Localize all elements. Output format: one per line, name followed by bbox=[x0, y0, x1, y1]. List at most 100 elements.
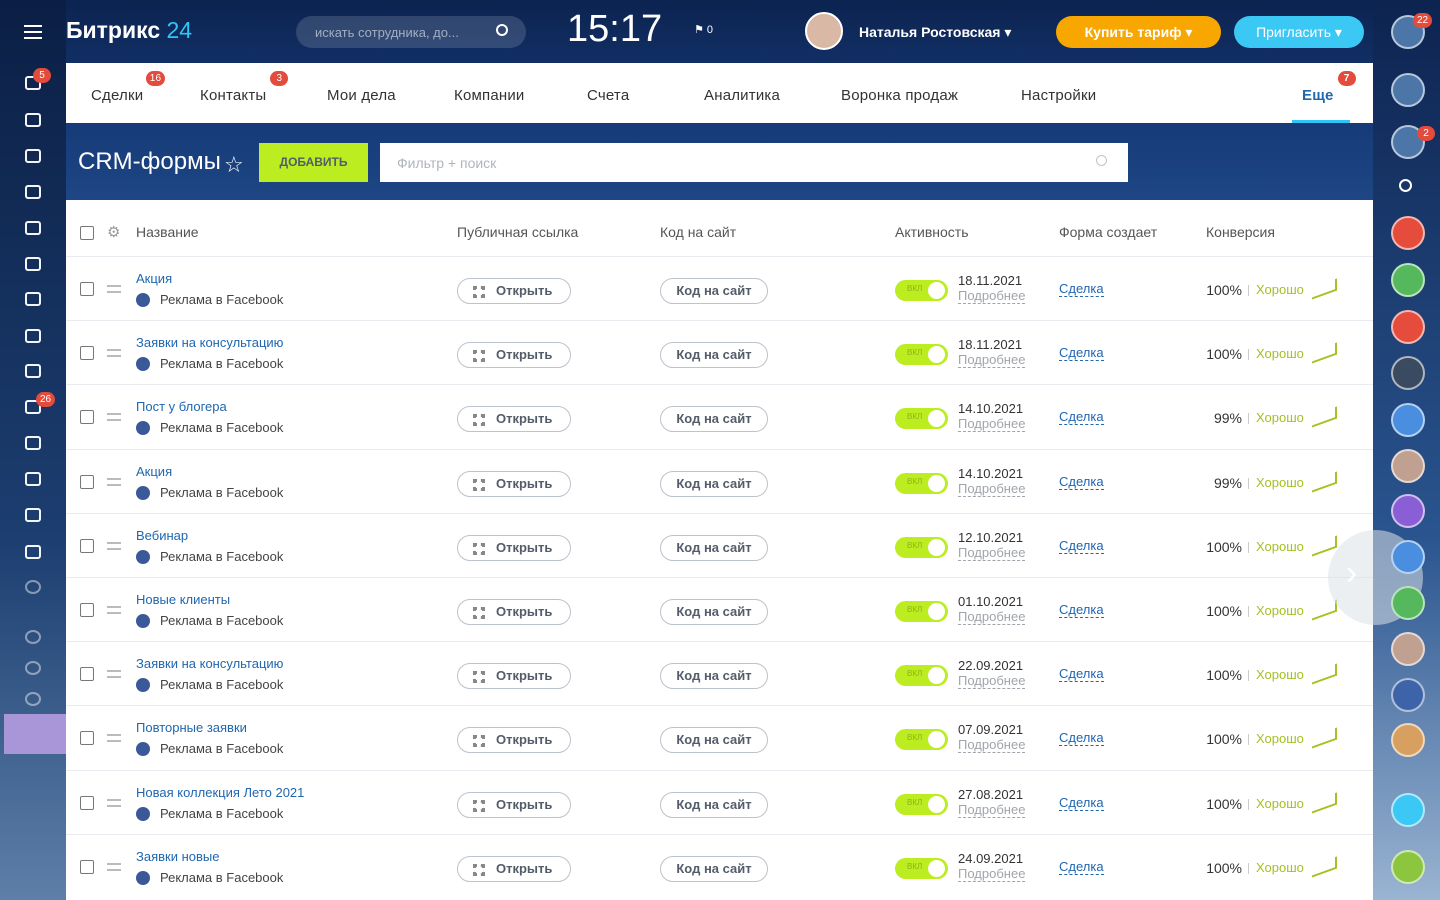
creates-link[interactable]: Сделка bbox=[1059, 730, 1104, 747]
form-name[interactable]: Заявки на консультацию bbox=[136, 335, 284, 351]
open-button[interactable]: Открыть bbox=[457, 278, 571, 304]
flag[interactable]: ⚑ 0 bbox=[694, 24, 714, 36]
activity-toggle[interactable]: вкл bbox=[895, 472, 948, 494]
form-name[interactable]: Новая коллекция Лето 2021 bbox=[136, 784, 305, 800]
right-sidebar-item[interactable] bbox=[1391, 793, 1425, 827]
avatar[interactable] bbox=[805, 12, 843, 50]
add-button[interactable]: ДОБАВИТЬ bbox=[259, 143, 368, 182]
filter-box[interactable]: Фильтр + поиск bbox=[380, 143, 1128, 182]
sidebar-icon[interactable] bbox=[25, 364, 41, 378]
row-checkbox[interactable] bbox=[80, 410, 94, 425]
sidebar-icon[interactable] bbox=[25, 508, 41, 522]
right-sidebar-item[interactable] bbox=[1391, 678, 1425, 712]
right-sidebar-item[interactable] bbox=[1391, 723, 1425, 757]
drag-handle[interactable] bbox=[107, 734, 121, 743]
sidebar-icon[interactable] bbox=[25, 400, 41, 414]
right-sidebar-item[interactable] bbox=[1391, 403, 1425, 437]
sidebar-icon[interactable] bbox=[25, 436, 41, 450]
form-name[interactable]: Повторные заявки bbox=[136, 720, 247, 736]
row-checkbox[interactable] bbox=[80, 538, 94, 553]
site-code-button[interactable]: Код на сайт bbox=[660, 599, 768, 625]
row-checkbox[interactable] bbox=[80, 474, 94, 489]
site-code-button[interactable]: Код на сайт bbox=[660, 727, 768, 754]
activity-toggle[interactable]: вкл bbox=[895, 344, 948, 366]
open-button[interactable]: Открыть bbox=[457, 791, 571, 818]
logo[interactable]: Битрикс 24 bbox=[66, 17, 192, 44]
right-sidebar-item[interactable] bbox=[1391, 310, 1425, 344]
site-code-button[interactable]: Код на сайт bbox=[660, 855, 768, 882]
drag-handle[interactable] bbox=[107, 606, 121, 614]
activity-toggle[interactable]: вкл bbox=[895, 857, 948, 879]
right-sidebar-item[interactable] bbox=[1391, 449, 1425, 483]
right-sidebar-item[interactable] bbox=[1391, 263, 1425, 297]
sidebar-highlight[interactable] bbox=[4, 714, 66, 754]
details-link[interactable]: Подробнее bbox=[958, 609, 1026, 625]
open-button[interactable]: Открыть bbox=[457, 727, 571, 754]
creates-link[interactable]: Сделка bbox=[1059, 537, 1104, 554]
sidebar-icon[interactable] bbox=[25, 472, 41, 486]
row-checkbox[interactable] bbox=[80, 603, 94, 617]
creates-link[interactable]: Сделка bbox=[1059, 345, 1104, 362]
details-link[interactable]: Подробнее bbox=[958, 352, 1026, 369]
details-link[interactable]: Подробнее bbox=[958, 801, 1026, 818]
menu-icon[interactable] bbox=[24, 25, 42, 39]
open-button[interactable]: Открыть bbox=[457, 599, 571, 625]
creates-link[interactable]: Сделка bbox=[1059, 858, 1104, 875]
nav-tab[interactable]: Счета bbox=[587, 87, 629, 104]
activity-toggle[interactable]: вкл bbox=[895, 280, 948, 301]
search-icon[interactable] bbox=[1399, 179, 1412, 192]
open-button[interactable]: Открыть bbox=[457, 663, 571, 690]
row-checkbox[interactable] bbox=[80, 859, 94, 874]
creates-link[interactable]: Сделка bbox=[1059, 602, 1104, 618]
open-button[interactable]: Открыть bbox=[457, 534, 571, 561]
right-sidebar-item[interactable] bbox=[1391, 850, 1425, 884]
row-checkbox[interactable] bbox=[80, 731, 94, 746]
drag-handle[interactable] bbox=[107, 541, 121, 550]
search-box[interactable]: искать сотрудника, до... bbox=[296, 16, 526, 48]
form-name[interactable]: Заявки новые bbox=[136, 848, 220, 864]
details-link[interactable]: Подробнее bbox=[958, 288, 1026, 304]
open-button[interactable]: Открыть bbox=[457, 855, 571, 882]
right-sidebar-item[interactable] bbox=[1391, 73, 1425, 107]
open-button[interactable]: Открыть bbox=[457, 342, 571, 369]
site-code-button[interactable]: Код на сайт bbox=[660, 278, 768, 304]
nav-tab[interactable]: Аналитика bbox=[704, 87, 780, 104]
drag-handle[interactable] bbox=[107, 349, 121, 358]
open-button[interactable]: Открыть bbox=[457, 470, 571, 497]
sidebar-icon[interactable] bbox=[25, 329, 41, 343]
row-checkbox[interactable] bbox=[80, 667, 94, 682]
sidebar-icon[interactable] bbox=[25, 257, 41, 271]
nav-tab[interactable]: Контакты 3 bbox=[200, 71, 289, 104]
right-sidebar-item[interactable] bbox=[1391, 216, 1425, 250]
buy-button[interactable]: Купить тариф ▾ bbox=[1056, 16, 1221, 48]
activity-toggle[interactable]: вкл bbox=[895, 536, 948, 558]
sidebar-icon[interactable] bbox=[25, 580, 41, 594]
form-name[interactable]: Вебинар bbox=[136, 527, 189, 543]
drag-handle[interactable] bbox=[107, 413, 121, 422]
activity-toggle[interactable]: вкл bbox=[895, 729, 948, 751]
right-sidebar-item[interactable] bbox=[1391, 632, 1425, 666]
form-name[interactable]: Пост у блогера bbox=[136, 399, 227, 415]
creates-link[interactable]: Сделка bbox=[1059, 473, 1104, 490]
form-name[interactable]: Новые клиенты bbox=[136, 592, 231, 607]
drag-handle[interactable] bbox=[107, 798, 121, 807]
activity-toggle[interactable]: вкл bbox=[895, 601, 948, 622]
drag-handle[interactable] bbox=[107, 285, 121, 293]
nav-tab[interactable]: Компании bbox=[454, 87, 525, 104]
user-menu[interactable]: Наталья Ростовская ▾ bbox=[859, 24, 1012, 40]
details-link[interactable]: Подробнее bbox=[958, 865, 1026, 882]
site-code-button[interactable]: Код на сайт bbox=[660, 342, 768, 369]
row-checkbox[interactable] bbox=[80, 346, 94, 361]
nav-tab[interactable]: Еще 7 bbox=[1302, 71, 1356, 104]
activity-toggle[interactable]: вкл bbox=[895, 665, 948, 687]
right-sidebar-item[interactable] bbox=[1391, 494, 1425, 528]
creates-link[interactable]: Сделка bbox=[1059, 281, 1104, 297]
site-code-button[interactable]: Код на сайт bbox=[660, 663, 768, 690]
drag-handle[interactable] bbox=[107, 477, 121, 486]
right-sidebar-item[interactable] bbox=[1391, 540, 1425, 574]
form-name[interactable]: Заявки на консультацию bbox=[136, 656, 284, 672]
activity-toggle[interactable]: вкл bbox=[895, 793, 948, 815]
right-sidebar-item[interactable] bbox=[1391, 586, 1425, 620]
sidebar-icon[interactable] bbox=[25, 185, 41, 199]
creates-link[interactable]: Сделка bbox=[1059, 409, 1104, 426]
